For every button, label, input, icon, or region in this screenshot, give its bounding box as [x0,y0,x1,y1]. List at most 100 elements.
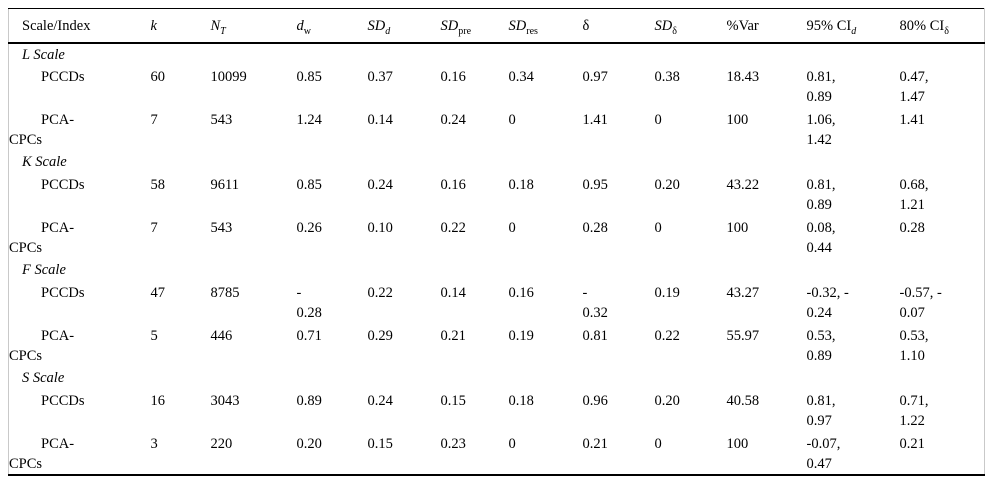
section-row-k-scale: K Scale [9,151,985,173]
cell-pct-var: 100 [726,435,749,452]
column-subscript: d [851,25,857,37]
table-row: PCCDs 58 9611 0.85 0.24 0.16 0.18 0.95 0.20 43.22… [9,173,985,216]
cell-ci-95-d: 0.08, 0.44 [806,219,836,256]
column-label: SD [654,17,673,34]
cell-sd-res: 0 [508,435,516,452]
cell-k: 7 [150,111,158,128]
cell-d-w: 1.24 [296,111,322,128]
cell-pct-var: 43.27 [726,284,760,301]
cell-ci-80-delta: 0.71, 1.22 [899,392,929,429]
cell-sd-d: 0.24 [367,392,393,409]
cell-delta: 0.97 [582,68,608,85]
cell-sd-delta: 0.38 [654,68,680,85]
column-label: %Var [726,17,759,34]
table-row: PCA- CPCs 5 446 0.71 0.29 0.21 0.19 0.81 0.22 55.… [9,324,985,367]
column-label: 95% CI [806,17,852,34]
cell-scale-index: PCCDs [41,392,85,409]
cell-sd-res: 0.16 [508,284,534,301]
cell-sd-pre: 0.14 [440,284,466,301]
cell-d-w: 0.26 [296,219,322,236]
cell-n-t: 8785 [210,284,240,301]
column-header-delta: δ [582,8,655,44]
cell-n-t: 446 [210,327,233,344]
cell-sd-pre: 0.23 [440,435,466,452]
cell-sd-delta: 0.22 [654,327,680,344]
cell-k: 7 [150,219,158,236]
column-header-ci-95-d: 95% CId [806,8,900,44]
cell-n-t: 3043 [210,392,240,409]
section-row-f-scale: F Scale [9,259,985,281]
cell-scale-index: PCCDs [41,68,85,85]
cell-d-w: 0.85 [296,68,322,85]
column-header-k: k [150,8,211,44]
cell-k: 60 [150,68,166,85]
table-row: PCCDs 47 8785 - 0.28 0.22 0.14 0.16 - 0.32 0.19 4… [9,281,985,324]
cell-ci-80-delta: 1.41 [899,111,925,128]
cell-ci-80-delta: 0.21 [899,435,925,452]
cell-sd-res: 0.34 [508,68,534,85]
cell-ci-95-d: 0.81, 0.97 [806,392,836,429]
column-label: N [210,17,221,34]
table-row: PCCDs 16 3043 0.89 0.24 0.15 0.18 0.96 0.20 40.58… [9,389,985,432]
cell-delta: 0.95 [582,176,608,193]
cell-ci-80-delta: -0.57, - 0.07 [899,284,942,321]
cell-sd-d: 0.15 [367,435,393,452]
cell-scale-index: PCA- CPCs [9,327,75,364]
column-subscript: w [303,25,311,37]
cell-sd-res: 0 [508,111,516,128]
column-label: 80% CI [899,17,945,34]
cell-sd-pre: 0.22 [440,219,466,236]
cell-ci-80-delta: 0.53, 1.10 [899,327,929,364]
cell-sd-pre: 0.16 [440,68,466,85]
cell-sd-delta: 0 [654,111,662,128]
cell-sd-res: 0.18 [508,176,534,193]
cell-d-w: 0.20 [296,435,322,452]
cell-delta: 0.81 [582,327,608,344]
column-subscript: d [385,25,391,37]
cell-n-t: 543 [210,111,233,128]
cell-k: 58 [150,176,166,193]
cell-pct-var: 43.22 [726,176,760,193]
cell-sd-res: 0.19 [508,327,534,344]
cell-k: 47 [150,284,166,301]
table-row: PCA- CPCs 3 220 0.20 0.15 0.23 0 0.21 0 100 -0.07,… [9,432,985,475]
column-subscript: δ [672,25,677,37]
column-label: d [296,17,304,34]
section-label: F Scale [22,261,66,278]
cell-ci-95-d: 0.53, 0.89 [806,327,836,364]
cell-ci-95-d: 1.06, 1.42 [806,111,836,148]
column-label: Scale/Index [22,17,91,34]
column-subscript: T [220,25,226,37]
cell-scale-index: PCA- CPCs [9,435,75,472]
cell-d-w: 0.85 [296,176,322,193]
cell-n-t: 9611 [210,176,239,193]
column-label: δ [582,17,590,34]
column-label: SD [440,17,459,34]
cell-sd-res: 0 [508,219,516,236]
cell-delta: 0.28 [582,219,608,236]
table-container: Scale/Index k NT dw SDd SDpre SDres δ SDδ %Var 95%… [8,8,985,476]
cell-ci-80-delta: 0.47, 1.47 [899,68,929,105]
cell-pct-var: 40.58 [726,392,760,409]
cell-ci-80-delta: 0.28 [899,219,925,236]
column-subscript: res [526,25,538,37]
cell-n-t: 10099 [210,68,247,85]
table-body: L Scale PCCDs 60 10099 0.85 0.37 0.16 0.34 0.97 0… [9,43,985,475]
header-row: Scale/Index k NT dw SDd SDpre SDres δ SDδ %Var 95%… [8,8,985,44]
section-label: S Scale [22,369,65,386]
cell-sd-delta: 0.19 [654,284,680,301]
cell-n-t: 220 [210,435,233,452]
cell-delta: 1.41 [582,111,608,128]
cell-scale-index: PCCDs [41,176,85,193]
cell-sd-d: 0.37 [367,68,393,85]
section-label: L Scale [22,46,65,63]
column-header-sd-pre: SDpre [440,8,509,44]
cell-sd-d: 0.29 [367,327,393,344]
cell-delta: 0.21 [582,435,608,452]
cell-sd-pre: 0.21 [440,327,466,344]
column-header-sd-res: SDres [508,8,583,44]
cell-sd-d: 0.22 [367,284,393,301]
cell-sd-d: 0.14 [367,111,393,128]
cell-pct-var: 100 [726,219,749,236]
cell-sd-delta: 0.20 [654,392,680,409]
